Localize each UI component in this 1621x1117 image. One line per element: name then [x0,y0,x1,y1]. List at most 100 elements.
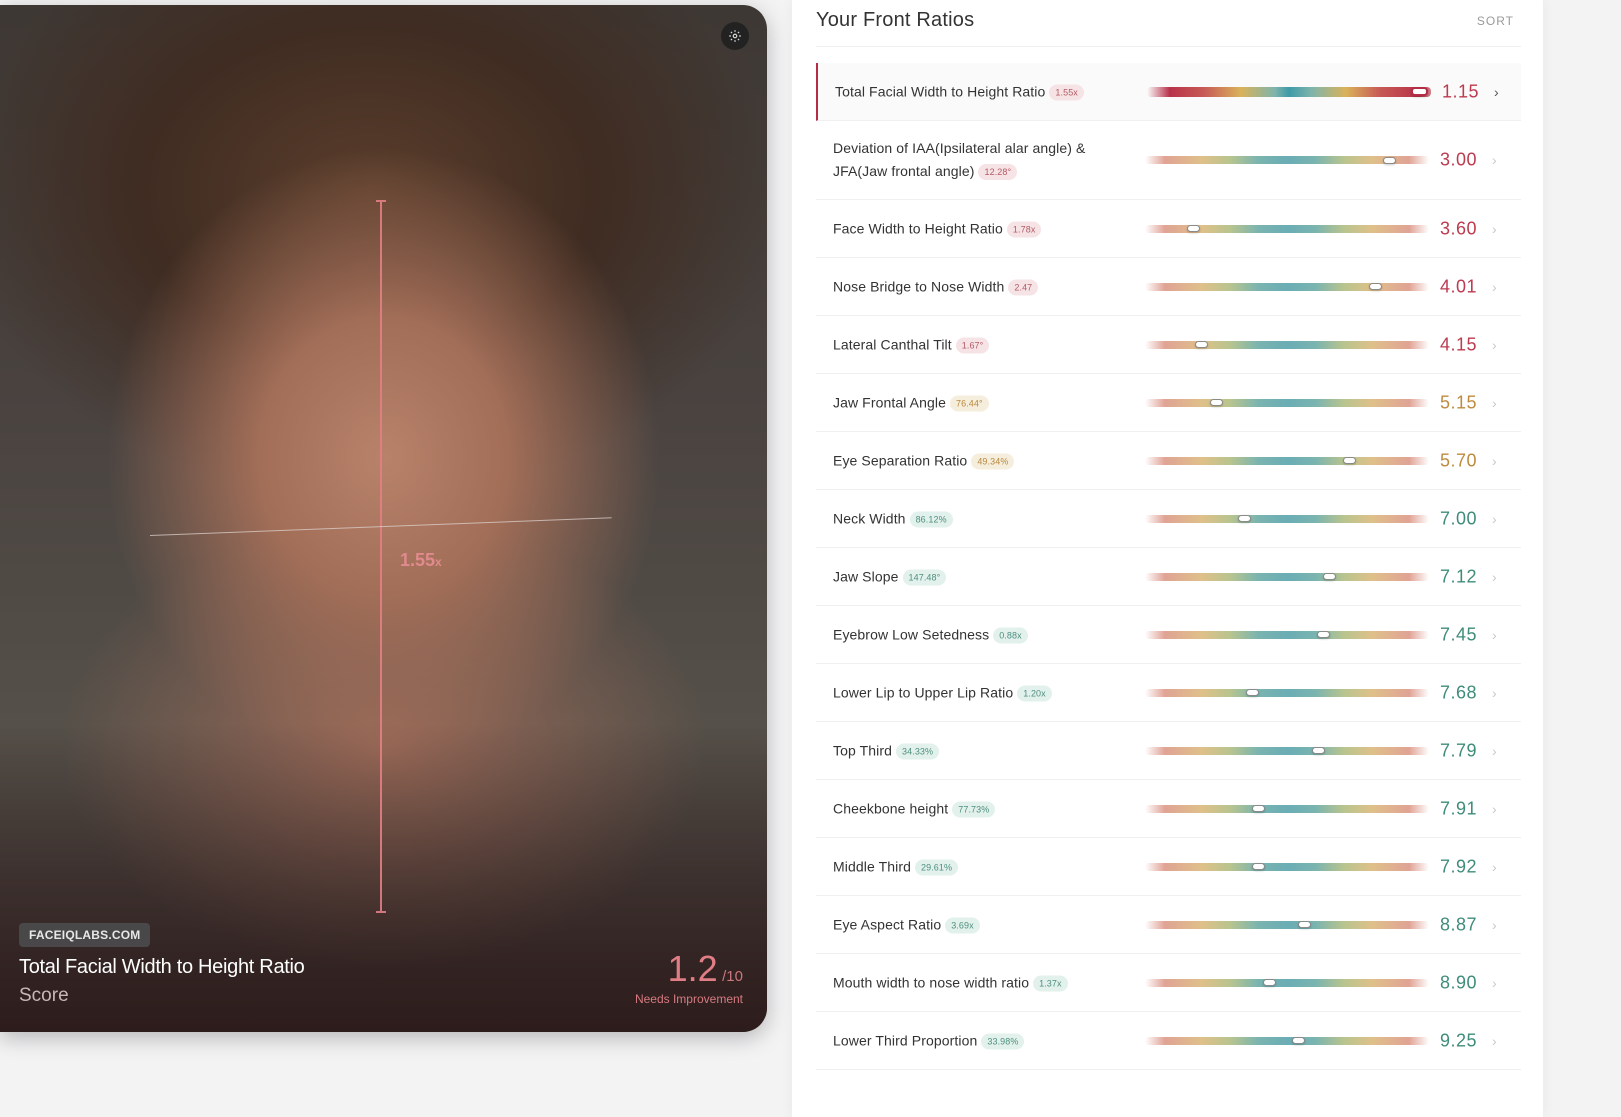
ratio-row[interactable]: Eye Separation Ratio 49.34% 5.70 › [816,432,1521,490]
chevron-right-icon: › [1492,452,1497,469]
ratio-marker [1317,631,1331,638]
ratio-list: Total Facial Width to Height Ratio 1.55x 1… [816,63,1521,1070]
ratio-scale-bar [1145,572,1429,581]
ratio-label: Lateral Canthal Tilt 1.67° [833,333,1133,356]
ratio-row[interactable]: Lower Lip to Upper Lip Ratio 1.20x 7.68 › [816,664,1521,722]
ratio-value-badge: 76.44° [949,395,989,412]
ratio-score: 7.91 [1440,798,1478,818]
ratio-row[interactable]: Mouth width to nose width ratio 1.37x 8.90… [816,954,1521,1012]
ratio-value-badge: 1.20x [1017,685,1052,702]
ratio-score: 1.15 [1442,81,1480,101]
ratio-row[interactable]: Jaw Frontal Angle 76.44° 5.15 › [816,374,1521,432]
ratio-scale-bar [1145,1036,1429,1045]
ratio-score: 9.25 [1440,1030,1478,1050]
ratio-row[interactable]: Lower Third Proportion 33.98% 9.25 › [816,1012,1521,1070]
ratio-marker [1209,399,1223,406]
ratio-scale-bar [1145,514,1429,523]
ratio-label: Deviation of IAA(Ipsilateral alar angle)… [833,137,1133,183]
ratio-scale-bar [1145,156,1429,164]
chevron-right-icon: › [1492,1032,1497,1049]
ratio-label: Mouth width to nose width ratio 1.37x [833,971,1133,994]
ratio-value-badge: 3.69x [945,917,980,934]
ratio-marker [1252,805,1266,812]
chevron-right-icon: › [1492,510,1497,527]
ratio-marker [1246,689,1260,696]
ratio-scale-bar [1145,224,1429,233]
ratio-name: Top Third [833,742,893,758]
chevron-right-icon: › [1492,336,1497,353]
ratio-row[interactable]: Total Facial Width to Height Ratio 1.55x 1… [816,63,1521,121]
ratio-name: Eyebrow Low Setedness [833,626,990,642]
ratio-label: Face Width to Height Ratio 1.78x [833,217,1133,240]
ratio-score: 3.00 [1440,149,1478,170]
ratio-score: 5.15 [1440,392,1478,412]
ratio-score: 7.45 [1440,624,1478,644]
ratio-value-badge: 29.61% [914,859,959,876]
ratio-row[interactable]: Lateral Canthal Tilt 1.67° 4.15 › [816,316,1521,374]
ratio-marker [1237,515,1251,522]
score-block: 1.2 /10 Needs Improvement [635,948,743,1006]
ratio-row[interactable]: Nose Bridge to Nose Width 2.47 4.01 › [816,258,1521,316]
ratio-name: Total Facial Width to Height Ratio [835,83,1046,99]
chevron-right-icon: › [1494,83,1499,100]
ratio-name: Nose Bridge to Nose Width [833,278,1005,294]
panel-title: Your Front Ratios [816,9,975,31]
ratio-value-badge: 1.55x [1049,84,1084,101]
ratio-score: 3.60 [1440,218,1478,238]
ratio-score: 7.92 [1440,856,1478,876]
ratio-row[interactable]: Jaw Slope 147.48° 7.12 › [816,548,1521,606]
ratio-label: Jaw Frontal Angle 76.44° [833,391,1133,414]
ratio-marker [1382,156,1396,164]
measurement-label: 1.55x [400,550,442,570]
ratio-marker [1368,283,1382,290]
ratio-row[interactable]: Deviation of IAA(Ipsilateral alar angle)… [816,121,1521,200]
chevron-right-icon: › [1492,858,1497,875]
ratio-name: Eye Aspect Ratio [833,916,942,932]
ratio-row[interactable]: Eyebrow Low Setedness 0.88x 7.45 › [816,606,1521,664]
ratio-name: Deviation of IAA(Ipsilateral alar angle)… [833,140,1086,179]
score-value: 1.2 [667,948,718,989]
ratio-label: Jaw Slope 147.48° [833,565,1133,588]
ratio-score: 8.90 [1440,972,1478,992]
ratio-label: Eye Separation Ratio 49.34% [833,449,1133,472]
ratio-value-badge: 12.28° [978,164,1018,181]
ratio-name: Mouth width to nose width ratio [833,974,1030,990]
ratio-value-badge: 1.37x [1033,975,1068,992]
card-title: Total Facial Width to Height Ratio [19,956,305,978]
ratio-name: Lower Third Proportion [833,1032,978,1048]
ratio-name: Lateral Canthal Tilt [833,336,952,352]
sort-button[interactable]: SORT [1476,14,1514,28]
ratio-row[interactable]: Middle Third 29.61% 7.92 › [816,838,1521,896]
ratio-row[interactable]: Cheekbone height 77.73% 7.91 › [816,780,1521,838]
ratio-row[interactable]: Neck Width 86.12% 7.00 › [816,490,1521,548]
chevron-right-icon: › [1492,626,1497,643]
settings-button[interactable] [721,22,749,50]
ratio-row[interactable]: Top Third 34.33% 7.79 › [816,722,1521,780]
ratio-scale-bar [1145,688,1429,697]
ratio-marker [1342,457,1356,464]
ratio-row[interactable]: Eye Aspect Ratio 3.69x 8.87 › [816,896,1521,954]
facial-height-line [376,200,386,913]
ratio-scale-bar [1145,340,1429,349]
ratio-marker [1252,863,1266,870]
ratio-marker [1186,225,1200,232]
ratio-score: 8.87 [1440,914,1478,934]
ratio-score: 4.01 [1440,276,1478,296]
chevron-right-icon: › [1492,278,1497,295]
chevron-right-icon: › [1492,974,1497,991]
ratio-label: Lower Lip to Upper Lip Ratio 1.20x [833,681,1133,704]
ratio-score: 7.12 [1440,566,1478,586]
gear-icon [729,30,741,42]
ratio-marker [1195,341,1209,348]
ratio-value-badge: 34.33% [896,743,940,760]
ratio-name: Neck Width [833,510,906,526]
brand-badge: FACEIQLABS.COM [19,923,151,947]
ratio-label: Nose Bridge to Nose Width 2.47 [833,275,1133,298]
ratio-scale-bar [1145,398,1429,407]
ratio-label: Eyebrow Low Setedness 0.88x [833,623,1133,646]
ratio-label: Top Third 34.33% [833,739,1133,762]
ratio-name: Jaw Slope [833,568,899,584]
ratio-marker [1311,747,1325,754]
score-max: /10 [722,968,743,985]
ratio-row[interactable]: Face Width to Height Ratio 1.78x 3.60 › [816,200,1521,258]
